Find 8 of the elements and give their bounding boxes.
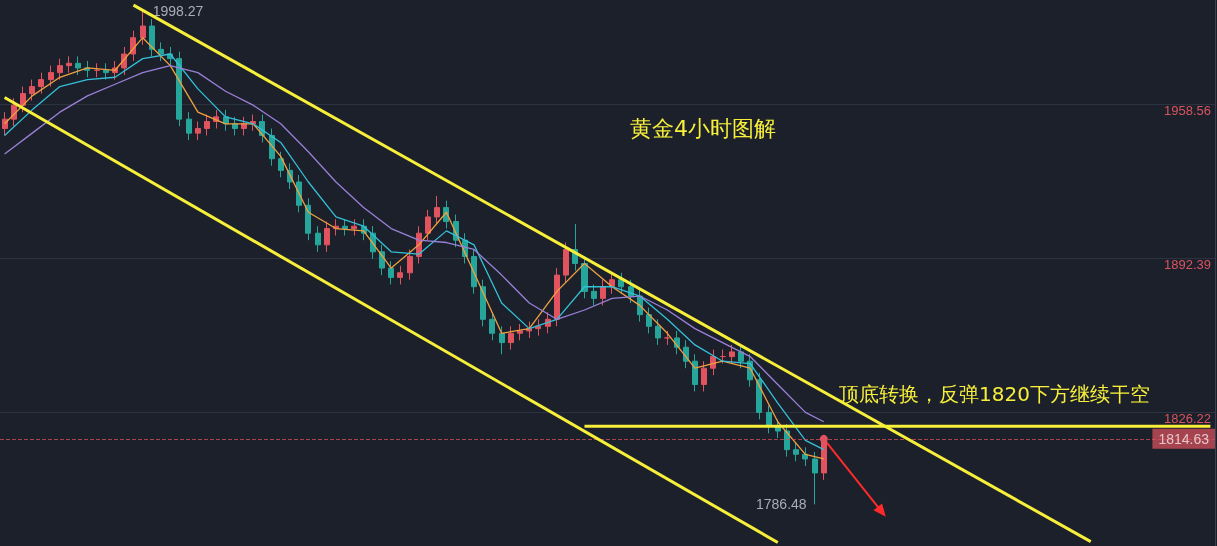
ref-line-label: 1814.63 bbox=[1158, 430, 1210, 447]
annotation: 1786.48 bbox=[755, 496, 807, 513]
y-tick-label: 1958.56 bbox=[1164, 102, 1211, 118]
y-tick-label: 1826.22 bbox=[1164, 410, 1211, 426]
text: 黄金4小时图解 bbox=[630, 115, 776, 141]
annotation: 顶底转换，反弹1820下方继续干空 bbox=[839, 382, 1150, 407]
y-tick-label: 1892.39 bbox=[1164, 256, 1211, 272]
annotation: 1998.27 bbox=[152, 3, 204, 20]
